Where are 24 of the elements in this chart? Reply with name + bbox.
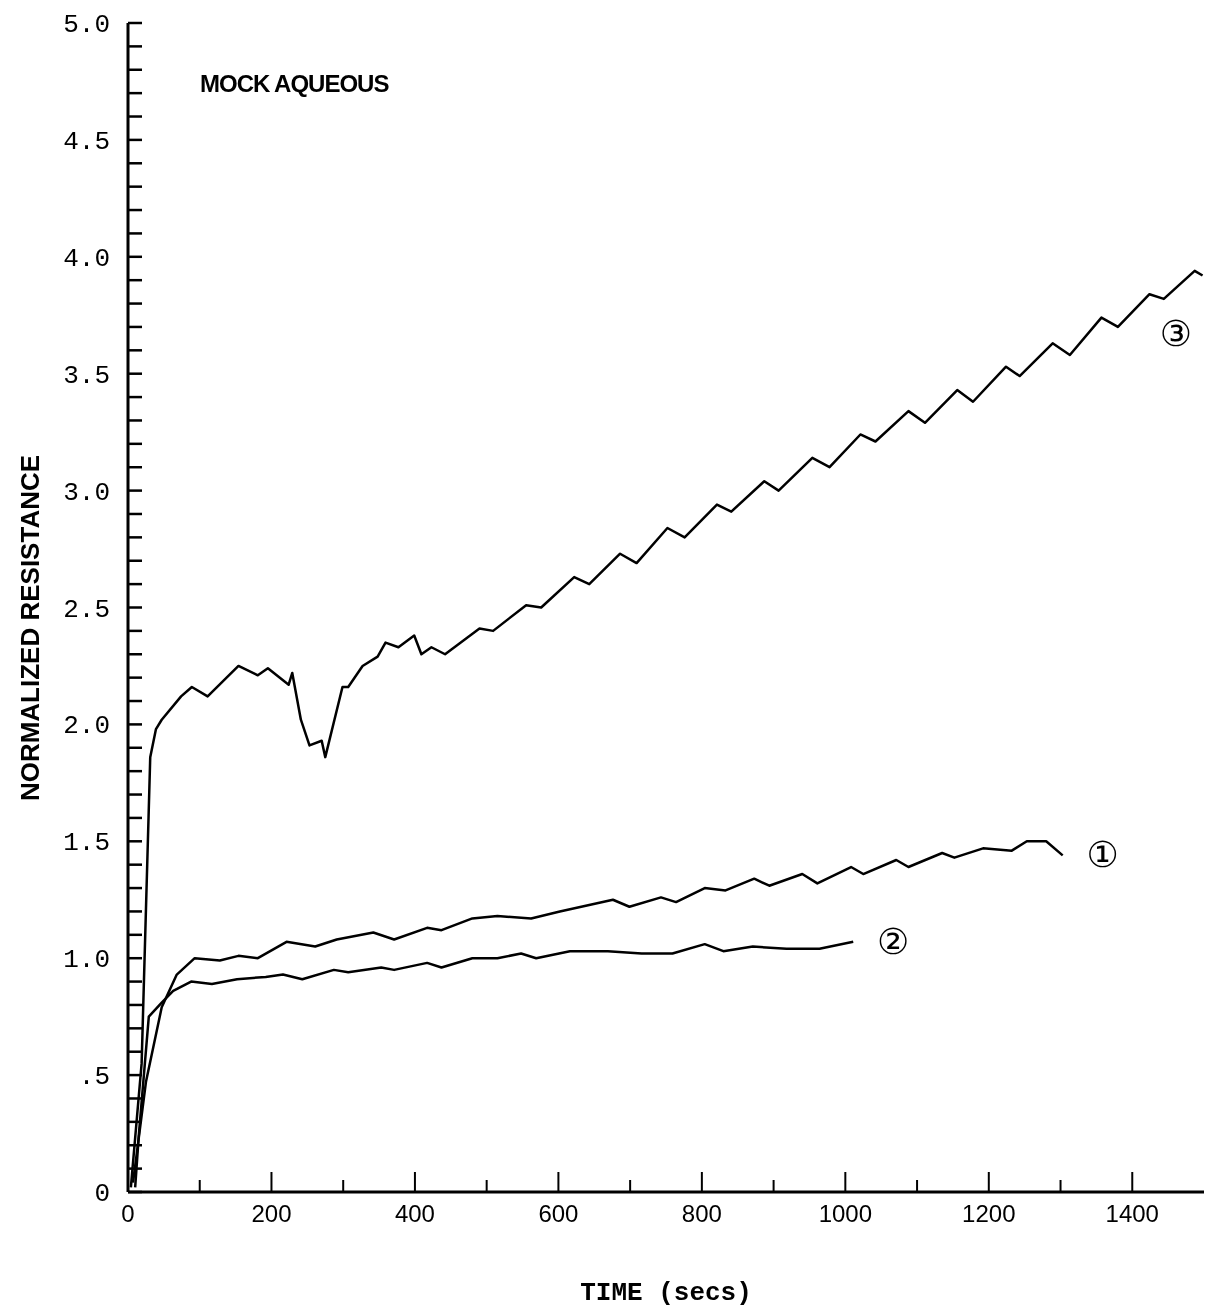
x-tick-label: 200 — [251, 1200, 292, 1227]
x-tick-label: 0 — [121, 1200, 135, 1227]
y-tick-label: 2.0 — [63, 711, 110, 742]
y-tick-label: 3.0 — [63, 477, 110, 508]
x-tick-label: 600 — [538, 1200, 579, 1227]
y-tick-label: .5 — [78, 1062, 110, 1093]
y-tick-label: 3.5 — [63, 360, 110, 391]
y-tick-label: 1.5 — [63, 828, 110, 859]
series-label: ② — [877, 920, 910, 962]
series-label: ③ — [1159, 312, 1193, 354]
y-tick-label: 5.0 — [63, 10, 110, 40]
x-axis-title: TIME (secs) — [579, 1278, 753, 1308]
x-tick-label: 1200 — [962, 1200, 1016, 1227]
y-axis-title: NORMALIZED RESISTANCE — [14, 454, 46, 801]
y-tick-label: 4.5 — [63, 126, 110, 157]
text: MOCK AQUEOUS — [200, 70, 389, 98]
x-tick-label: 400 — [394, 1200, 435, 1227]
y-tick-label: 2.5 — [63, 594, 110, 625]
x-tick-label: 1000 — [818, 1200, 873, 1227]
y-tick-label: 1.0 — [63, 945, 110, 976]
series-label: ① — [1086, 834, 1119, 876]
x-tick-label: 800 — [681, 1200, 722, 1227]
y-tick-label: 4.0 — [63, 243, 110, 274]
x-tick-label: 1400 — [1105, 1200, 1159, 1227]
